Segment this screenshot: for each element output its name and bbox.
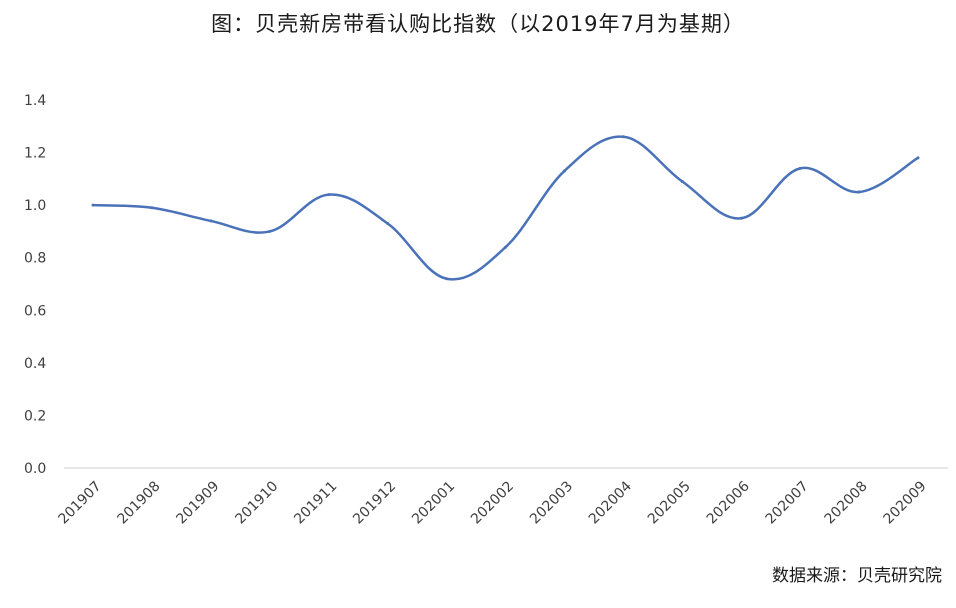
x-tick-label: 202008 [822,478,871,527]
data-point [739,216,743,220]
data-point [327,193,331,197]
x-tick-label: 201908 [114,478,163,527]
data-point [150,206,154,210]
data-point [798,166,802,170]
y-tick-label: 1.0 [24,198,46,214]
y-tick-label: 0.0 [24,461,46,477]
data-point [445,277,449,281]
data-point [562,169,566,173]
data-point [209,219,213,223]
chart-title: 图：贝壳新房带看认购比指数（以2019年7月为基期） [211,12,745,36]
x-tick-label: 201909 [173,478,222,527]
series-line [92,135,919,281]
data-point [916,156,920,160]
y-tick-label: 0.2 [24,408,46,424]
y-axis-tick-labels: 0.0 0.2 0.4 0.6 0.8 1.0 1.2 1.4 [24,93,46,477]
data-point [621,135,625,139]
data-point [857,190,861,194]
x-tick-label: 202004 [586,478,635,527]
y-tick-label: 1.4 [24,93,46,109]
x-axis-tick-labels: 201907 201908 201909 201910 201911 201912 2020… [56,478,930,527]
data-point [680,179,684,183]
y-tick-label: 1.2 [24,146,46,162]
source-note: 数据来源：贝壳研究院 [772,566,942,586]
x-tick-label: 202009 [881,478,930,527]
y-tick-label: 0.4 [24,356,46,372]
x-tick-label: 202002 [468,478,517,527]
data-point [91,203,95,207]
x-tick-label: 202007 [763,478,812,527]
data-point [504,245,507,249]
x-tick-label: 202003 [527,478,576,527]
data-point [268,229,272,233]
x-tick-label: 202006 [704,478,753,527]
y-tick-label: 0.8 [24,251,46,267]
x-tick-label: 201911 [291,478,340,527]
y-tick-label: 0.6 [24,303,46,319]
data-point [386,222,390,226]
x-tick-label: 201907 [56,478,105,527]
x-tick-label: 202001 [409,478,458,527]
x-tick-label: 201910 [232,478,281,527]
series-group [91,135,920,281]
x-tick-label: 202005 [645,478,694,527]
x-tick-label: 201912 [350,478,399,527]
